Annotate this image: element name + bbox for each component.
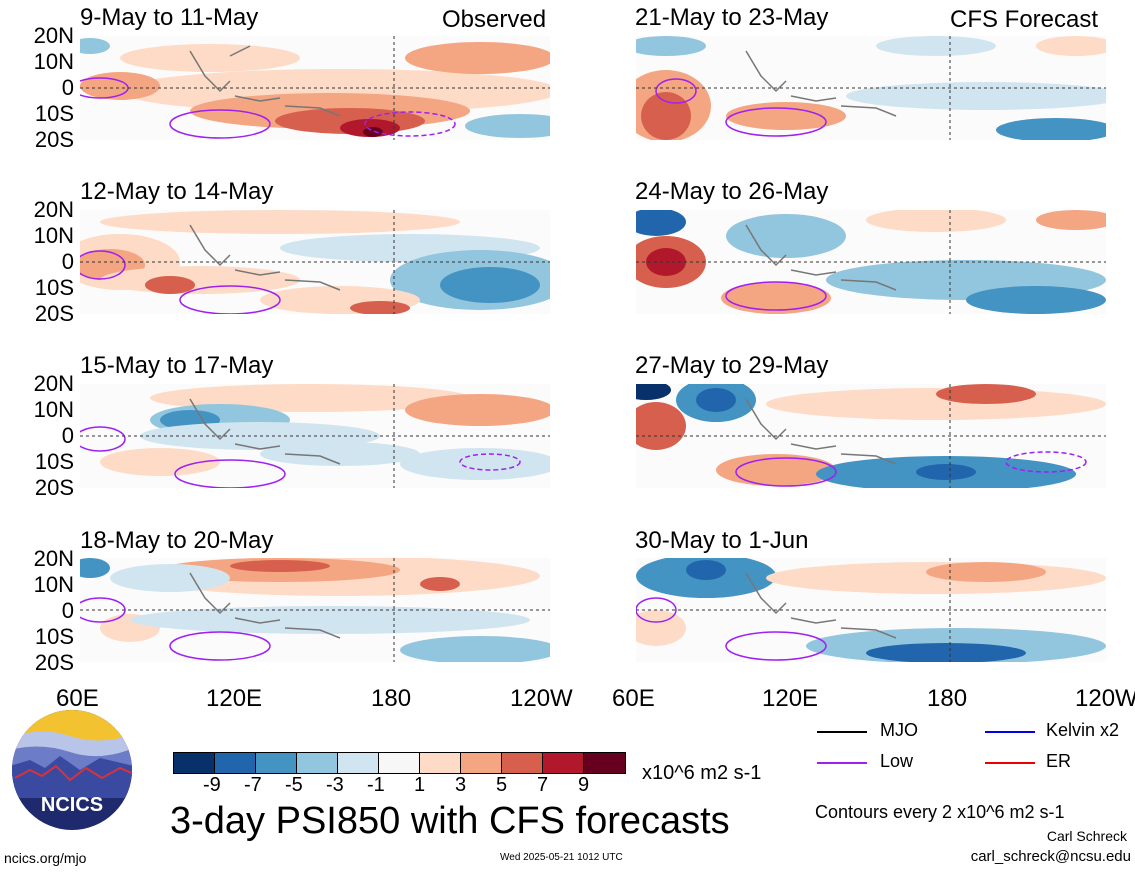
- panel-title-3: 15-May to 17-May: [80, 352, 274, 379]
- colorbar-tick: -7: [244, 774, 262, 796]
- map-panel-observed-3: [80, 384, 550, 488]
- map-panel-forecast-1: [636, 36, 1106, 140]
- kelvin-line: [985, 731, 1035, 733]
- lon-label: 120W: [1075, 685, 1135, 712]
- panel-title-5: 21-May to 23-May: [635, 4, 829, 31]
- lat-label: 20S: [34, 475, 74, 500]
- contour-note: Contours every 2 x10^6 m2 s-1: [815, 802, 1065, 822]
- colorbar-swatch: [542, 752, 585, 774]
- colorbar-swatch: [173, 752, 216, 774]
- legend-kelvin: Kelvin x2: [1046, 720, 1120, 740]
- colorbar-swatch: [337, 752, 380, 774]
- low-line: [817, 762, 867, 764]
- lon-label: 120W: [510, 685, 573, 712]
- panel-title-4: 18-May to 20-May: [80, 527, 274, 554]
- lat-label: 10N: [33, 397, 74, 422]
- map-panel-observed-2: [80, 210, 550, 314]
- colorbar-swatch: [296, 752, 339, 774]
- map-panel-observed-1: [80, 36, 550, 140]
- site-url[interactable]: ncics.org/mjo: [4, 850, 87, 866]
- colorbar-swatch: [378, 752, 421, 774]
- svg-text:NCICS: NCICS: [41, 794, 103, 816]
- ncics-logo: NCICS: [10, 708, 134, 832]
- lon-label: 60E: [612, 685, 655, 712]
- observed-label: Observed: [442, 6, 547, 33]
- colorbar-swatch: [419, 752, 462, 774]
- colorbar-tick: -5: [285, 774, 303, 796]
- map-panel-forecast-2: [636, 210, 1106, 314]
- panel-title-7: 27-May to 29-May: [635, 352, 829, 379]
- lon-label: 120E: [206, 685, 263, 712]
- colorbar-swatch: [460, 752, 503, 774]
- lat-label: 0: [61, 249, 74, 274]
- legend-low: Low: [880, 751, 914, 771]
- lon-label: 180: [927, 685, 968, 712]
- map-panel-forecast-4: [636, 558, 1106, 662]
- lat-label: 20N: [33, 546, 74, 571]
- colorbar-tick: 5: [496, 774, 508, 796]
- lon-label: 180: [371, 685, 412, 712]
- lat-label: 20N: [33, 371, 74, 396]
- lat-label: 0: [61, 598, 74, 623]
- lat-label: 0: [61, 75, 74, 100]
- lat-label: 10S: [34, 624, 74, 649]
- lat-label: 10N: [33, 572, 74, 597]
- lat-label: 20S: [34, 650, 74, 675]
- lat-label: 20N: [33, 23, 74, 48]
- map-panel-forecast-3: [636, 384, 1106, 488]
- mjo-line: [817, 731, 867, 733]
- colorbar-tick: 7: [537, 774, 549, 796]
- lat-label: 10N: [33, 49, 74, 74]
- timestamp: Wed 2025-05-21 1012 UTC: [500, 852, 623, 863]
- lat-label: 20S: [34, 127, 74, 152]
- main-title: 3-day PSI850 with CFS forecasts: [170, 800, 730, 842]
- map-panel-observed-4: [80, 558, 550, 662]
- colorbar-tick: 3: [455, 774, 467, 796]
- author-name: Carl Schreck: [1046, 828, 1127, 844]
- legend-er: ER: [1046, 751, 1072, 771]
- colorbar-tick: -3: [326, 774, 344, 796]
- lat-label: 10S: [34, 275, 74, 300]
- legend-mjo: MJO: [880, 720, 918, 740]
- colorbar-tick: -1: [367, 774, 385, 796]
- cfs-forecast-label: CFS Forecast: [950, 6, 1099, 33]
- colorbar-units: x10^6 m2 s-1: [642, 762, 762, 784]
- colorbar-tick: 1: [414, 774, 426, 796]
- panel-title-1: 9-May to 11-May: [80, 4, 259, 31]
- lat-label: 10S: [34, 101, 74, 126]
- colorbar-swatch: [255, 752, 298, 774]
- er-line: [985, 762, 1035, 764]
- colorbar-tick: 9: [578, 774, 590, 796]
- author-email[interactable]: carl_schreck@ncsu.edu: [970, 848, 1131, 865]
- colorbar-swatch: [501, 752, 544, 774]
- lat-label: 0: [61, 423, 74, 448]
- colorbar-tick: -9: [203, 774, 221, 796]
- panel-title-8: 30-May to 1-Jun: [635, 527, 809, 554]
- lat-label: 10S: [34, 449, 74, 474]
- panel-title-6: 24-May to 26-May: [635, 178, 829, 205]
- lat-label: 10N: [33, 223, 74, 248]
- panel-title-2: 12-May to 14-May: [80, 178, 274, 205]
- lat-label: 20N: [33, 197, 74, 222]
- lon-label: 120E: [762, 685, 819, 712]
- colorbar-swatch: [214, 752, 257, 774]
- lat-label: 20S: [34, 301, 74, 326]
- colorbar-swatch: [583, 752, 626, 774]
- lon-label: 60E: [56, 685, 99, 712]
